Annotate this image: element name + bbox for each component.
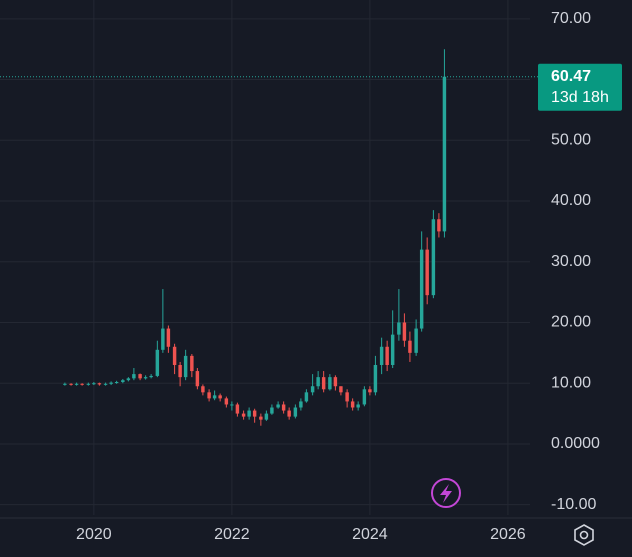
- y-tick-label: 10.00: [551, 374, 591, 391]
- candle-body: [190, 355, 194, 372]
- candle-body: [333, 377, 338, 387]
- y-tick-label: 40.00: [551, 192, 591, 209]
- candle-body: [172, 346, 177, 365]
- candle-body: [390, 334, 395, 365]
- candle-body: [247, 410, 251, 417]
- settings-icon[interactable]: [574, 524, 594, 546]
- candle-body: [419, 249, 424, 329]
- candle-body: [143, 377, 148, 379]
- candle-body: [385, 346, 389, 365]
- settings-dot: [579, 530, 589, 540]
- candle-body: [431, 219, 436, 296]
- candle-body: [69, 383, 73, 385]
- candle-body: [281, 404, 286, 411]
- candle-body: [126, 378, 131, 381]
- candle-body: [425, 249, 429, 296]
- candle-body: [368, 389, 372, 393]
- candle-body: [161, 328, 165, 350]
- candle-body: [74, 383, 79, 385]
- candle-body: [103, 383, 108, 385]
- bar-countdown: 13d 18h: [551, 89, 609, 106]
- candle-body: [235, 404, 240, 414]
- candle-body: [252, 410, 257, 417]
- candle-body: [356, 404, 360, 408]
- candle-body: [270, 407, 274, 414]
- candle-body: [350, 401, 355, 408]
- candle-body: [373, 364, 378, 393]
- candle-body: [63, 383, 67, 385]
- candle-body: [212, 395, 217, 399]
- candle-body: [138, 374, 142, 379]
- candle-body: [328, 377, 332, 390]
- candle-body: [132, 374, 136, 379]
- y-tick-label: 50.00: [551, 132, 591, 149]
- candle-body: [178, 364, 182, 378]
- candle-body: [293, 407, 298, 417]
- settings-hexagon[interactable]: [574, 524, 594, 546]
- y-tick-label: 30.00: [551, 253, 591, 270]
- x-tick-label: 2020: [76, 526, 112, 543]
- candle-body: [437, 219, 441, 232]
- candle-body: [310, 386, 315, 393]
- candle-body: [287, 410, 291, 417]
- candle-body: [379, 346, 384, 365]
- candle-body: [276, 404, 280, 408]
- candle-body: [397, 322, 401, 335]
- candle-body: [155, 349, 160, 376]
- candle-body: [316, 377, 320, 387]
- candle-body: [207, 392, 211, 399]
- candle-body: [224, 398, 229, 405]
- candle-body: [339, 386, 343, 393]
- candle-body: [121, 380, 125, 382]
- candle-body: [97, 383, 102, 385]
- y-tick-label: 20.00: [551, 314, 591, 331]
- lightning: [440, 484, 452, 503]
- candle-body: [299, 401, 303, 408]
- candle-body: [195, 371, 200, 387]
- candle-body: [92, 383, 96, 385]
- candle-body: [86, 383, 91, 385]
- candle-body: [218, 395, 222, 399]
- candle-body: [166, 328, 171, 347]
- candle-body: [362, 389, 367, 405]
- candle-body: [80, 383, 84, 385]
- y-tick-label: -10.00: [551, 496, 596, 513]
- y-tick-label: 0.0000: [551, 435, 600, 452]
- y-tick-label: 70.00: [551, 10, 591, 27]
- candle-body: [114, 381, 119, 383]
- candle-body: [414, 328, 418, 353]
- candle-body: [201, 386, 205, 393]
- candle-body: [149, 375, 153, 378]
- candle-body: [321, 377, 326, 390]
- candle-body: [304, 392, 309, 402]
- candle-body: [345, 392, 349, 402]
- candle-body: [442, 76, 447, 232]
- candle-body: [402, 322, 407, 341]
- candle-body: [259, 416, 263, 420]
- x-tick-label: 2022: [214, 526, 250, 543]
- candle-body: [241, 413, 246, 417]
- candle-body: [183, 355, 188, 378]
- candle-body: [264, 413, 269, 420]
- x-tick-label: 2024: [352, 526, 388, 543]
- last-price-label: 60.47: [551, 68, 591, 85]
- x-tick-label: 2026: [490, 526, 526, 543]
- candle-body: [408, 340, 412, 353]
- candle-body: [230, 404, 234, 406]
- lightning-icon[interactable]: [431, 478, 461, 508]
- candle-body: [109, 382, 113, 384]
- last-price-box: [538, 63, 622, 111]
